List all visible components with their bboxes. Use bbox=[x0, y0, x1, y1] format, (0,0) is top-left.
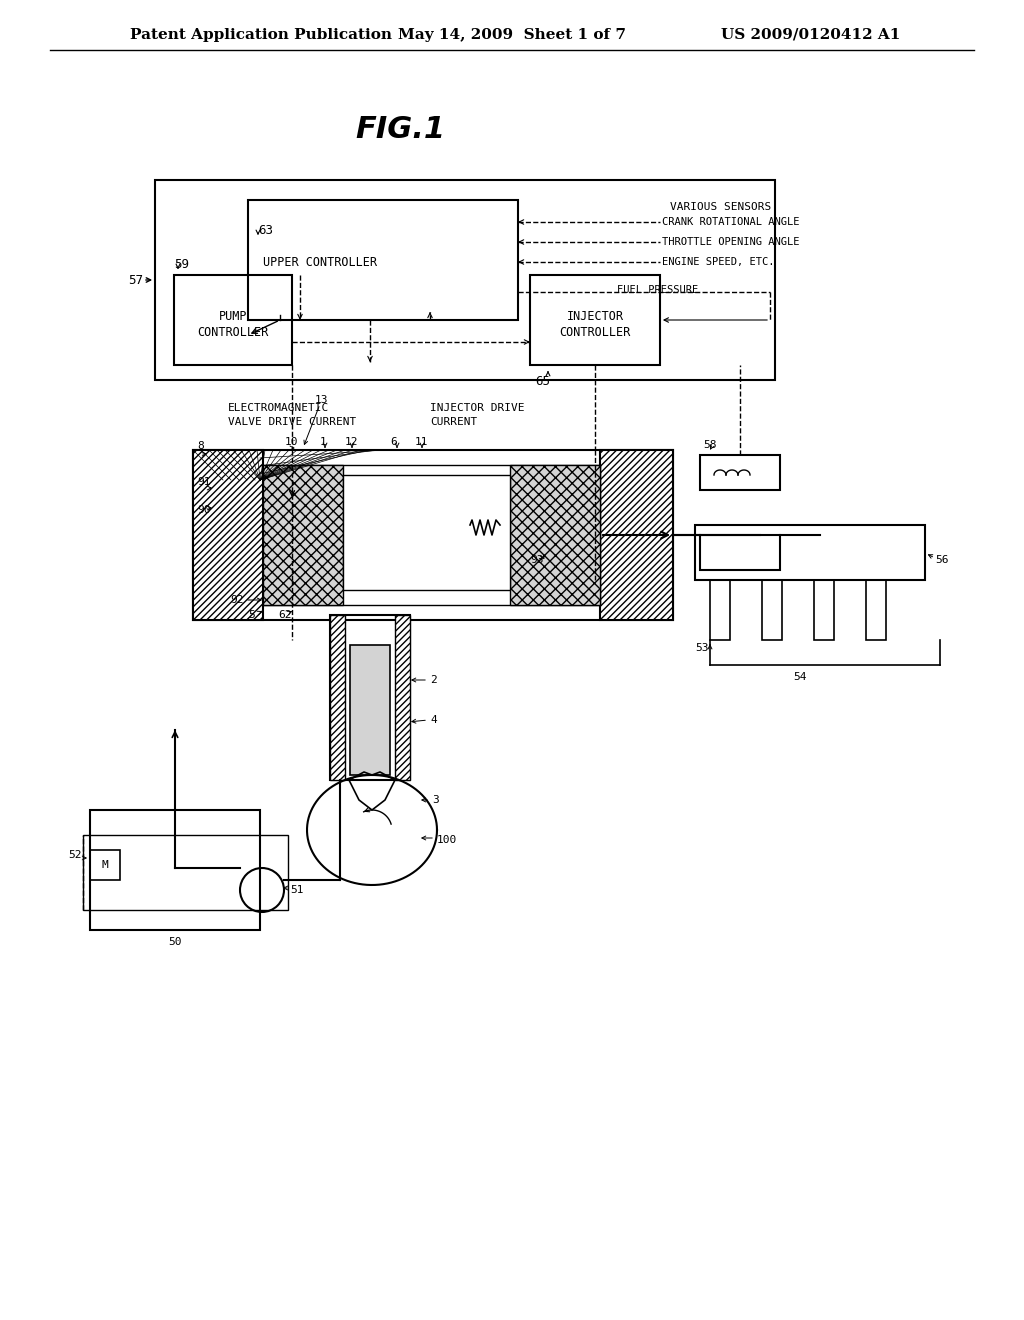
Text: 50: 50 bbox=[168, 937, 181, 946]
Bar bbox=[193, 450, 263, 620]
Text: 92: 92 bbox=[230, 595, 244, 605]
Bar bbox=[350, 645, 390, 775]
Bar bbox=[90, 810, 260, 931]
Bar bbox=[83, 836, 288, 909]
Text: 59: 59 bbox=[174, 259, 189, 272]
Bar bbox=[762, 579, 782, 640]
Text: 4: 4 bbox=[430, 715, 437, 725]
Text: 91: 91 bbox=[197, 477, 211, 487]
Bar bbox=[866, 579, 886, 640]
Text: UPPER CONTROLLER: UPPER CONTROLLER bbox=[263, 256, 377, 268]
Bar bbox=[90, 850, 120, 880]
Bar bbox=[814, 579, 834, 640]
Text: 11: 11 bbox=[415, 437, 428, 447]
Bar bbox=[155, 180, 775, 380]
Bar bbox=[248, 201, 518, 319]
Bar bbox=[700, 455, 780, 490]
Text: PUMP: PUMP bbox=[219, 310, 247, 323]
Text: 54: 54 bbox=[794, 672, 807, 682]
Bar bbox=[343, 475, 510, 590]
Text: 1: 1 bbox=[319, 437, 327, 447]
Text: 52: 52 bbox=[69, 850, 82, 861]
Text: CONTROLLER: CONTROLLER bbox=[559, 326, 631, 338]
Text: 65: 65 bbox=[535, 375, 550, 388]
Text: 5: 5 bbox=[248, 610, 255, 620]
Bar bbox=[395, 615, 410, 780]
Bar bbox=[510, 465, 600, 605]
Text: 3: 3 bbox=[432, 795, 438, 805]
Bar bbox=[700, 535, 780, 570]
Text: 51: 51 bbox=[290, 884, 303, 895]
Text: US 2009/0120412 A1: US 2009/0120412 A1 bbox=[721, 28, 900, 42]
Text: FIG.1: FIG.1 bbox=[355, 116, 445, 144]
Text: INJECTOR DRIVE: INJECTOR DRIVE bbox=[430, 403, 524, 413]
Text: 57: 57 bbox=[128, 273, 143, 286]
Text: CRANK ROTATIONAL ANGLE: CRANK ROTATIONAL ANGLE bbox=[662, 216, 800, 227]
Bar bbox=[710, 579, 730, 640]
Text: Patent Application Publication: Patent Application Publication bbox=[130, 28, 392, 42]
Bar bbox=[193, 450, 673, 620]
Text: 62: 62 bbox=[278, 610, 292, 620]
Text: 93: 93 bbox=[530, 554, 544, 565]
Text: 56: 56 bbox=[935, 554, 948, 565]
Text: 10: 10 bbox=[285, 437, 299, 447]
Text: CURRENT: CURRENT bbox=[430, 417, 477, 426]
Text: 90: 90 bbox=[197, 506, 211, 515]
Text: ENGINE SPEED, ETC.: ENGINE SPEED, ETC. bbox=[662, 257, 774, 267]
Bar bbox=[530, 275, 660, 366]
Text: THROTTLE OPENING ANGLE: THROTTLE OPENING ANGLE bbox=[662, 238, 800, 247]
Text: M: M bbox=[101, 861, 109, 870]
Text: 2: 2 bbox=[430, 675, 437, 685]
Text: FUEL PRESSURE: FUEL PRESSURE bbox=[617, 285, 698, 294]
Text: 58: 58 bbox=[703, 440, 717, 450]
Text: May 14, 2009  Sheet 1 of 7: May 14, 2009 Sheet 1 of 7 bbox=[398, 28, 626, 42]
Text: INJECTOR: INJECTOR bbox=[566, 310, 624, 323]
Bar bbox=[174, 275, 292, 366]
Bar bbox=[263, 465, 600, 605]
Text: 12: 12 bbox=[345, 437, 358, 447]
Text: 53: 53 bbox=[695, 643, 709, 653]
Text: ELECTROMAGNETIC: ELECTROMAGNETIC bbox=[228, 403, 330, 413]
Bar bbox=[330, 615, 345, 780]
Text: 13: 13 bbox=[315, 395, 329, 405]
Text: 100: 100 bbox=[437, 836, 458, 845]
Text: 8: 8 bbox=[197, 441, 204, 451]
Bar bbox=[600, 450, 673, 620]
Bar bbox=[263, 465, 343, 605]
Text: 63: 63 bbox=[258, 223, 273, 236]
Text: 6: 6 bbox=[390, 437, 396, 447]
Bar bbox=[330, 615, 410, 780]
Text: VALVE DRIVE CURRENT: VALVE DRIVE CURRENT bbox=[228, 417, 356, 426]
Text: VARIOUS SENSORS: VARIOUS SENSORS bbox=[670, 202, 771, 213]
Text: CONTROLLER: CONTROLLER bbox=[198, 326, 268, 338]
Bar bbox=[695, 525, 925, 579]
